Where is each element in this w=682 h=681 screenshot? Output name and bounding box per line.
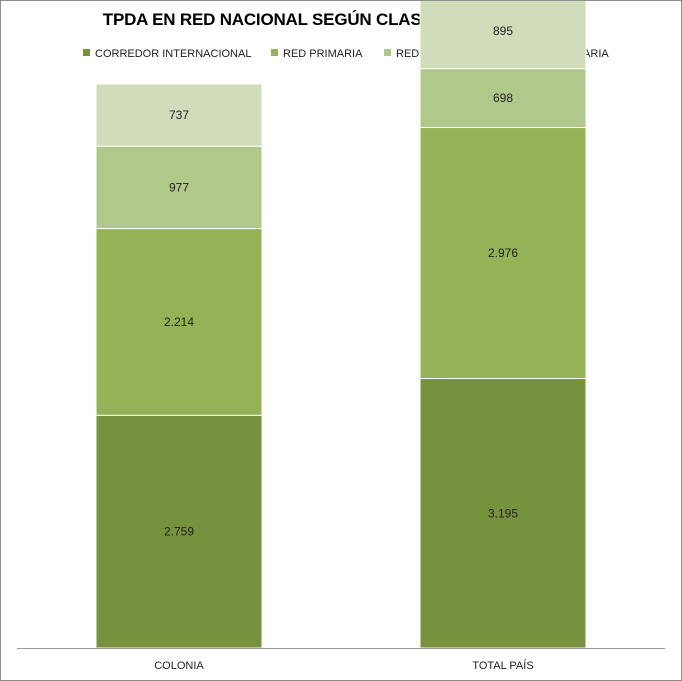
bar-total-pais-red-secundaria xyxy=(419,68,587,129)
bar-total-pais-corredor-internacional xyxy=(419,378,587,649)
legend-item-red-primaria: RED PRIMARIA xyxy=(271,48,362,60)
x-tick-label-total-pais: TOTAL PAÍS xyxy=(472,659,533,672)
legend-label-corredor-internacional: CORREDOR INTERNACIONAL xyxy=(95,48,252,60)
bar-colonia-red-terciaria xyxy=(95,83,263,147)
data-label-total-pais-red-terciaria: 895 xyxy=(493,24,513,38)
bar-colonia-red-primaria xyxy=(95,228,263,416)
data-label-total-pais-red-secundaria: 698 xyxy=(493,91,513,105)
legend-swatch-red-primaria xyxy=(271,49,278,56)
data-label-total-pais-corredor-internacional: 3.195 xyxy=(488,506,518,520)
x-tick-label-colonia: COLONIA xyxy=(154,660,204,672)
data-label-colonia-corredor-internacional: 2.759 xyxy=(164,525,194,539)
bar-colonia-red-secundaria xyxy=(95,145,263,230)
data-label-colonia-red-terciaria: 737 xyxy=(169,108,189,122)
legend-swatch-red-secundaria xyxy=(384,49,391,56)
bar-total-pais-red-primaria xyxy=(419,127,587,380)
legend-item-corredor-internacional: CORREDOR INTERNACIONAL xyxy=(83,48,251,60)
legend-swatch-corredor-internacional xyxy=(83,49,90,56)
data-label-total-pais-red-primaria: 2.976 xyxy=(488,246,518,260)
data-label-colonia-red-primaria: 2.214 xyxy=(164,315,194,329)
legend-label-red-primaria: RED PRIMARIA xyxy=(283,48,363,60)
bar-total-pais-red-terciaria xyxy=(419,1,587,70)
data-label-colonia-red-secundaria: 977 xyxy=(169,180,189,194)
